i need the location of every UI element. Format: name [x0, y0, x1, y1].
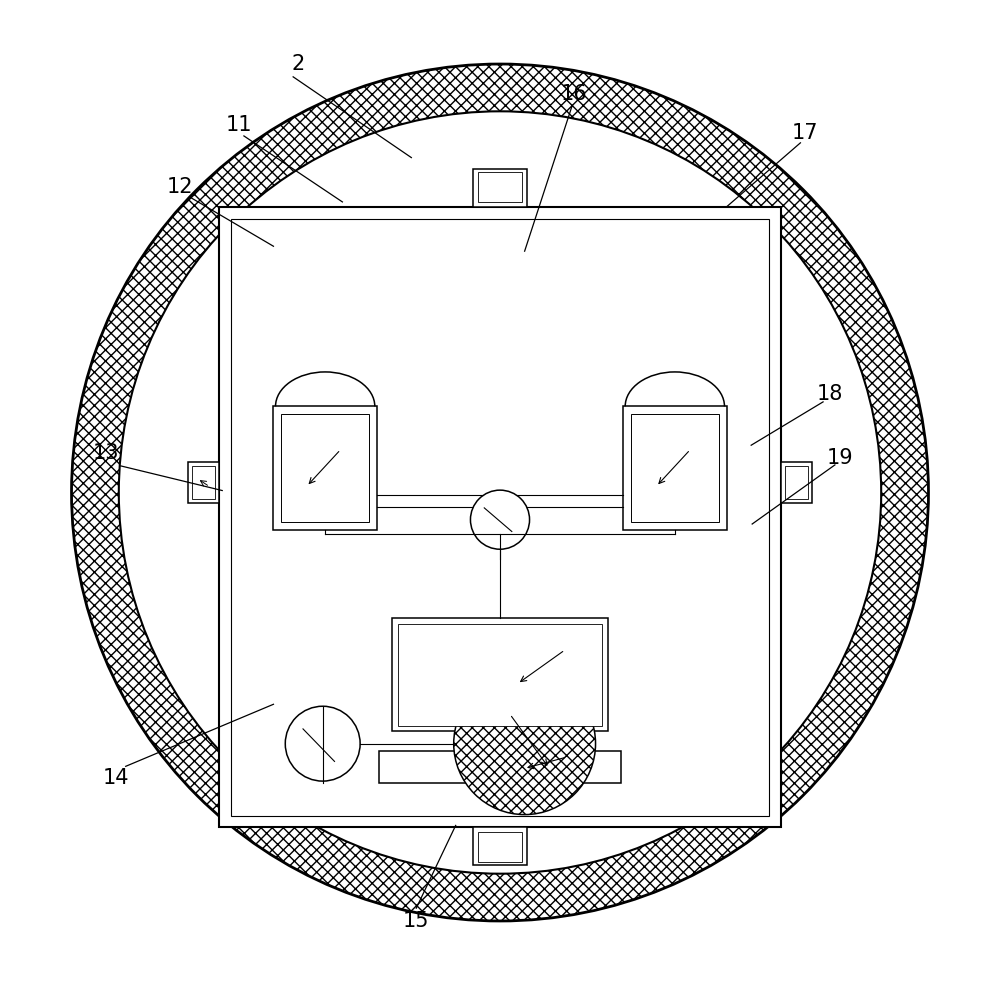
- Text: 16: 16: [561, 84, 587, 103]
- Text: 14: 14: [103, 768, 129, 788]
- Text: 2: 2: [291, 54, 305, 74]
- Bar: [379, 752, 621, 783]
- Bar: [231, 219, 769, 816]
- Bar: [623, 407, 727, 530]
- Bar: [392, 619, 608, 732]
- Circle shape: [454, 673, 596, 815]
- Bar: [219, 207, 781, 827]
- Circle shape: [72, 64, 928, 921]
- Bar: [478, 832, 522, 862]
- Text: 11: 11: [226, 115, 252, 135]
- Circle shape: [285, 706, 360, 781]
- Circle shape: [119, 111, 881, 874]
- Bar: [473, 827, 527, 865]
- Text: 19: 19: [827, 448, 853, 468]
- Bar: [192, 466, 215, 499]
- Text: 18: 18: [817, 384, 843, 404]
- Bar: [473, 169, 527, 207]
- Bar: [188, 462, 219, 503]
- Bar: [631, 415, 719, 522]
- Bar: [478, 172, 522, 202]
- Circle shape: [72, 64, 928, 921]
- Text: 13: 13: [93, 443, 119, 463]
- Circle shape: [470, 491, 530, 550]
- Text: 12: 12: [167, 177, 193, 197]
- Text: 15: 15: [403, 911, 430, 931]
- Bar: [785, 466, 808, 499]
- Text: 17: 17: [792, 123, 819, 143]
- Bar: [398, 624, 602, 726]
- Bar: [281, 415, 369, 522]
- Bar: [781, 462, 812, 503]
- Bar: [273, 407, 377, 530]
